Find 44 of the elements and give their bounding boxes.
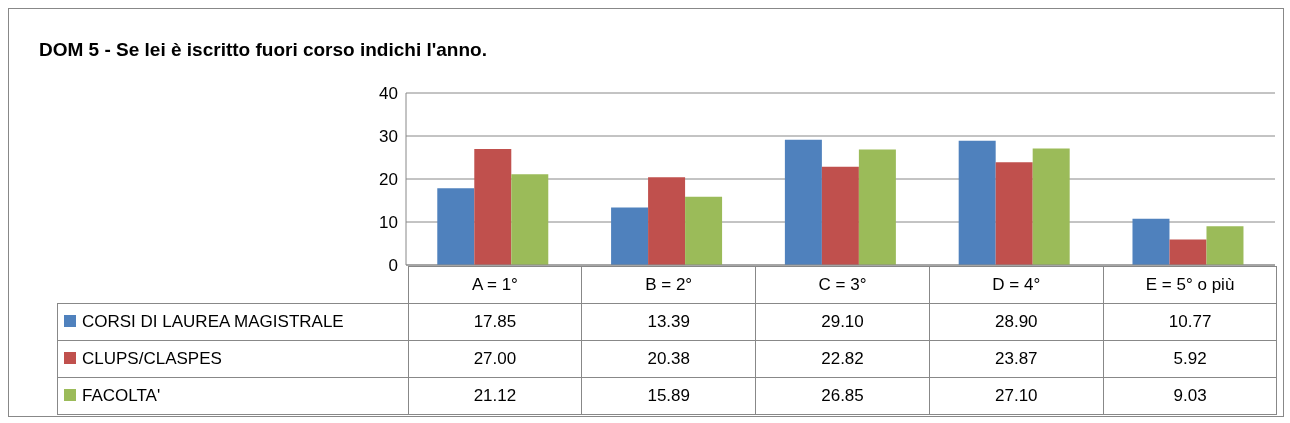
bar [821,166,859,265]
data-label: 5.92 [1103,340,1277,378]
x-tick-label: A = 1° [408,266,582,304]
data-label: 21.12 [408,377,582,415]
data-label: 10.77 [1103,303,1277,341]
data-label: 29.10 [755,303,930,341]
legend-label: FACOLTA' [57,377,408,415]
data-label: 20.38 [581,340,756,378]
legend-label: CLUPS/CLASPES [57,340,408,378]
bar [611,207,649,265]
bar [685,196,723,265]
x-tick-label: B = 2° [581,266,756,304]
chart-title: DOM 5 - Se lei è iscritto fuori corso indichi l'anno. [39,39,487,61]
data-label: 28.90 [929,303,1104,341]
bar [995,162,1033,265]
x-tick-label: D = 4° [929,266,1104,304]
bar [437,188,475,265]
data-label: 22.82 [755,340,930,378]
y-tick-label: 10 [379,213,398,233]
data-label: 27.10 [929,377,1104,415]
bar [648,177,686,265]
bar [511,174,549,265]
y-tick-label: 0 [388,256,398,276]
data-label: 15.89 [581,377,756,415]
bar [1032,148,1070,265]
data-label: 27.00 [408,340,582,378]
bar [958,140,996,265]
bar [858,149,896,265]
bar [1206,226,1244,265]
data-label: 13.39 [581,303,756,341]
x-tick-label: E = 5° o più [1103,266,1277,304]
bar [1169,239,1207,265]
bar [784,139,822,265]
y-tick-label: 30 [379,127,398,147]
legend-label: CORSI DI LAUREA MAGISTRALE [57,303,408,341]
data-label: 9.03 [1103,377,1277,415]
y-tick-label: 40 [379,84,398,104]
x-tick-label: C = 3° [755,266,930,304]
data-label: 26.85 [755,377,930,415]
y-tick-label: 20 [379,170,398,190]
data-label: 17.85 [408,303,582,341]
data-label: 23.87 [929,340,1104,378]
bar [474,148,512,265]
bar [1132,218,1170,265]
